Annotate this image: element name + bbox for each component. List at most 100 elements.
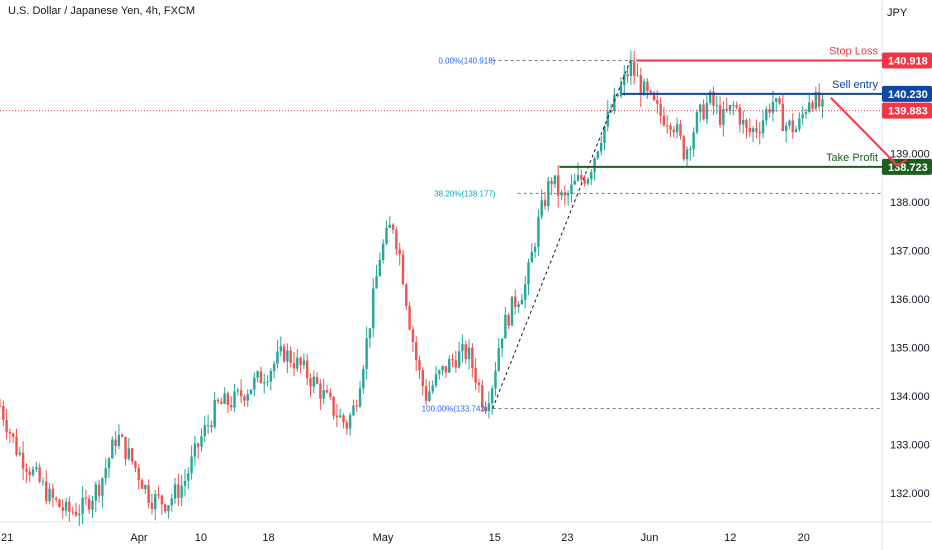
candle-body — [51, 488, 55, 498]
candle-body — [230, 404, 233, 408]
candle-body — [672, 129, 676, 133]
candle-body — [814, 92, 818, 109]
candle-body — [821, 99, 824, 107]
candle-body — [593, 158, 596, 173]
candle-body — [461, 344, 464, 352]
candle-body — [689, 149, 692, 151]
x-tick-label: Apr — [130, 532, 147, 544]
candle-body — [603, 126, 606, 144]
candle-body — [256, 371, 259, 378]
candle-body — [722, 108, 725, 125]
candle-body — [325, 390, 329, 393]
candle-body — [5, 419, 8, 433]
candle-body — [375, 276, 378, 289]
candle-body — [315, 376, 319, 384]
candle-body — [216, 399, 220, 402]
stop-loss-label: Stop Loss — [829, 45, 878, 57]
candle-body — [335, 415, 339, 418]
candle-body — [150, 503, 154, 510]
candle-body — [144, 485, 147, 489]
x-tick-label: 23 — [561, 532, 573, 544]
candle-body — [203, 425, 206, 437]
candle-body — [464, 344, 467, 359]
candle-body — [190, 456, 193, 474]
candle-body — [117, 434, 121, 447]
y-tick-label: 139.000 — [890, 149, 930, 161]
candle-body — [71, 511, 74, 513]
candle-body — [405, 284, 408, 307]
candle-body — [481, 385, 484, 408]
candle-body — [642, 81, 646, 96]
candle-body — [91, 500, 94, 510]
candle-body — [339, 415, 342, 418]
candle-body — [154, 494, 157, 510]
candle-body — [454, 360, 458, 368]
candle-body — [725, 108, 728, 111]
candle-body — [530, 251, 534, 263]
candlestick-series — [0, 50, 824, 526]
candle-body — [348, 415, 352, 429]
candle-body — [398, 249, 401, 255]
candle-body — [666, 125, 669, 127]
chart-overlays: 0.00%(140.918) 38.20%(138.177) 100.00%(133… — [0, 45, 932, 413]
candle-body — [41, 481, 45, 483]
candle-body — [431, 385, 434, 392]
candle-body — [788, 120, 791, 126]
candle-body — [517, 304, 520, 308]
candle-body — [266, 381, 269, 383]
candle-body — [586, 179, 590, 184]
candle-body — [738, 107, 742, 125]
candle-body — [487, 403, 491, 411]
candle-body — [523, 284, 527, 300]
candle-body — [157, 494, 160, 496]
candle-body — [352, 405, 355, 416]
candle-body — [616, 94, 619, 97]
candle-body — [299, 357, 302, 366]
candle-body — [322, 390, 325, 399]
candle-body — [550, 180, 553, 185]
candle-body — [457, 351, 461, 368]
candle-body — [2, 405, 5, 420]
candle-body — [253, 377, 256, 390]
candle-body — [778, 98, 781, 104]
candle-body — [576, 174, 580, 181]
candle-body — [537, 216, 540, 247]
candle-body — [424, 386, 428, 401]
candle-body — [474, 368, 477, 383]
candle-body — [236, 390, 240, 392]
candle-body — [365, 338, 368, 369]
candle-body — [418, 360, 421, 371]
candle-body — [599, 143, 603, 152]
candle-body — [817, 92, 821, 107]
candle-body — [699, 104, 702, 113]
candle-body — [167, 505, 170, 512]
candle-body — [718, 105, 722, 125]
candle-body — [629, 61, 633, 76]
candle-body — [414, 342, 418, 361]
candle-body — [246, 394, 249, 401]
candle-body — [477, 382, 481, 386]
candle-body — [596, 151, 600, 159]
candle-body — [679, 124, 682, 137]
candle-body — [682, 136, 685, 160]
candle-body — [742, 119, 745, 125]
candle-body — [87, 498, 91, 510]
candle-body — [97, 484, 101, 496]
candle-body — [200, 436, 203, 447]
x-tick-label: Jun — [641, 532, 659, 544]
y-tick-label: 137.000 — [890, 246, 930, 258]
candle-body — [553, 175, 557, 185]
candle-body — [504, 314, 507, 339]
candle-body — [263, 382, 266, 384]
candle-body — [401, 254, 405, 285]
y-tick-label: 138.000 — [890, 197, 930, 209]
candle-body — [540, 200, 543, 217]
candle-body — [646, 81, 649, 91]
candle-body — [619, 85, 623, 97]
candle-body — [25, 468, 28, 472]
take-profit-label: Take Profit — [826, 152, 878, 164]
candle-body — [15, 436, 18, 455]
candle-body — [134, 461, 137, 468]
